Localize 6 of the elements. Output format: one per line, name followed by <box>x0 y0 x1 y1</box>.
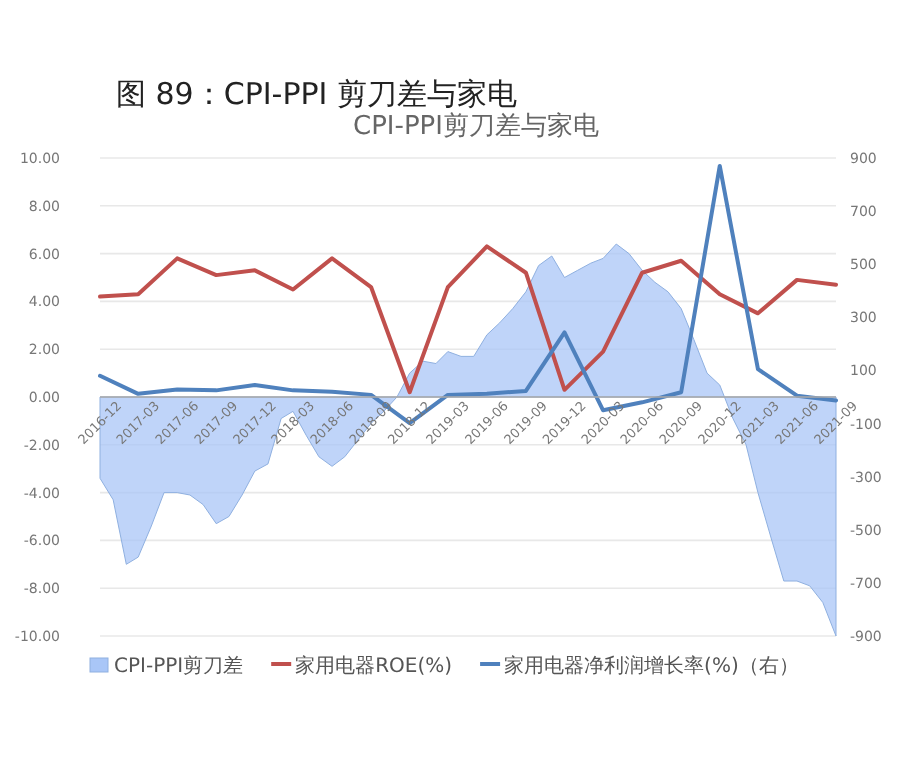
chart-title: 图 89：CPI-PPI 剪刀差与家电 <box>116 76 517 112</box>
legend-label: 家用电器ROE(%) <box>295 654 453 678</box>
legend-label: CPI-PPI剪刀差 <box>114 654 244 678</box>
legend-label: 家用电器净利润增长率(%)（右） <box>504 654 799 678</box>
chart-subtitle: CPI-PPI剪刀差与家电 <box>353 110 599 142</box>
line-series <box>98 244 838 395</box>
